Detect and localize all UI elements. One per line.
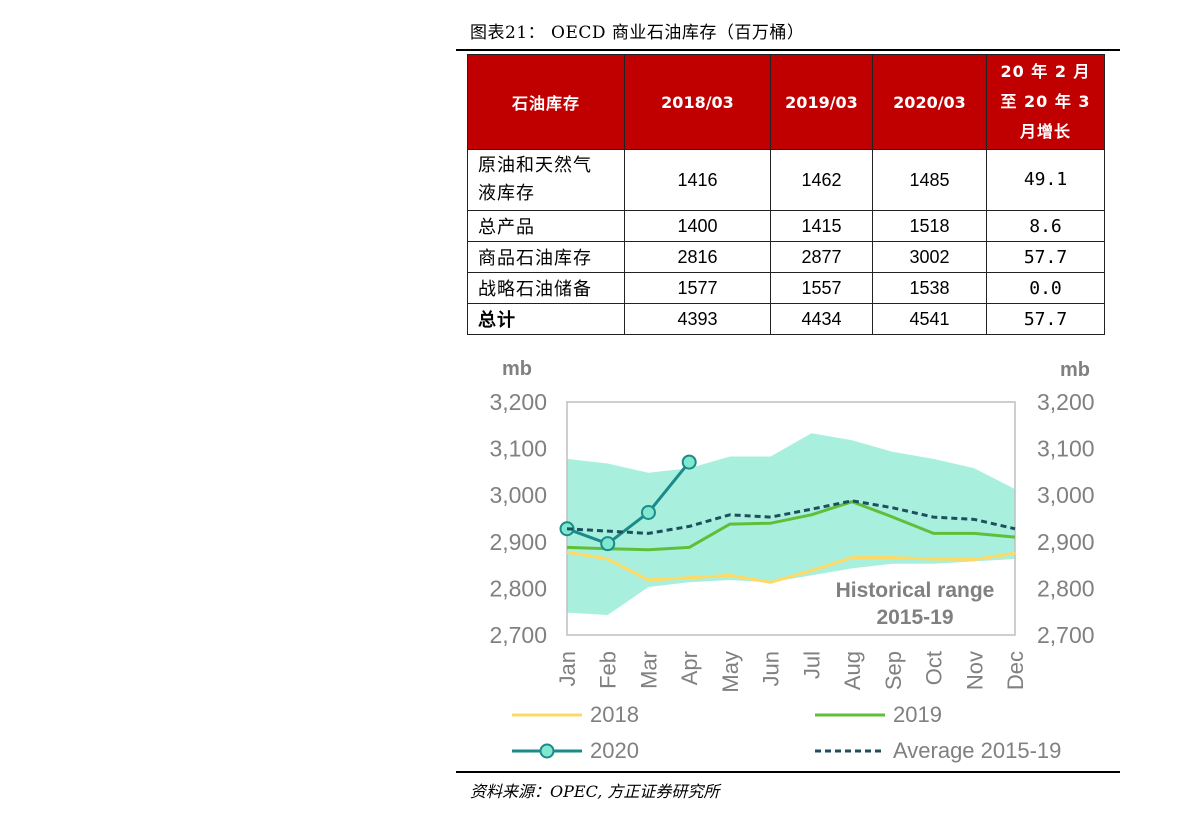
x-tick-label: Sep [881, 651, 906, 690]
figure-caption: 图表21： OECD 商业石油库存（百万桶） [470, 23, 805, 43]
cell-2020: 3002 [872, 241, 987, 273]
table-row: 商品石油库存 2816 2877 3002 57.7 [467, 241, 1105, 273]
cell-2018: 2816 [624, 241, 771, 273]
cell-2018: 1400 [624, 210, 771, 242]
y-tick-label-right: 3,200 [1037, 389, 1095, 415]
cell-2019: 1557 [770, 272, 873, 304]
y-tick-label-right: 2,700 [1037, 622, 1095, 648]
x-tick-label: Oct [922, 651, 947, 685]
cell-2018: 1416 [624, 149, 771, 211]
y-tick-label-left: 2,800 [489, 575, 547, 601]
cell-change: 57.7 [986, 303, 1105, 335]
x-tick-label: Aug [840, 651, 865, 690]
cell-change: 49.1 [986, 149, 1105, 211]
header-2018-03: 2018/03 [624, 54, 771, 150]
legend-marker-2020 [539, 743, 555, 759]
table-row: 总产品 1400 1415 1518 8.6 [467, 210, 1105, 242]
data-point-2020 [681, 454, 697, 470]
data-point-2020 [600, 536, 616, 552]
series-line-2020 [566, 461, 691, 546]
x-tick-label: Dec [1003, 651, 1028, 690]
series-line-2018 [566, 550, 1016, 584]
legend-label-2020: 2020 [590, 738, 639, 763]
x-tick-label: May [718, 651, 743, 693]
cell-2018: 4393 [624, 303, 771, 335]
legend-label-2018: 2018 [590, 702, 639, 727]
series-line-average-2015-19 [566, 499, 1016, 535]
x-tick-label: Apr [677, 651, 702, 685]
historical-range-label: 2015-19 [876, 606, 953, 629]
table-row-total: 总计 4393 4434 4541 57.7 [467, 303, 1105, 335]
y-tick-label-left: 2,900 [489, 529, 547, 555]
cell-2019: 1462 [770, 149, 873, 211]
x-tick-label: Jun [759, 651, 784, 686]
table-row: 战略石油储备 1577 1557 1538 0.0 [467, 272, 1105, 304]
historical-range-label: Historical range [836, 579, 995, 602]
table-header-row: 石油库存 2018/03 2019/03 2020/03 20 年 2 月 至 … [467, 54, 1105, 150]
header-change-line: 20 年 2 月 [1000, 62, 1091, 81]
inventory-table: 石油库存 2018/03 2019/03 2020/03 20 年 2 月 至 … [467, 54, 1105, 335]
header-change-line: 至 20 年 3 [1000, 92, 1091, 111]
cell-2019: 1415 [770, 210, 873, 242]
top-rule [456, 49, 1120, 51]
cell-2019: 2877 [770, 241, 873, 273]
row-label-line: 原油和天然气 [478, 155, 592, 176]
y-tick-label-right: 3,100 [1037, 436, 1095, 462]
x-tick-label: Feb [596, 651, 621, 689]
y-tick-label-right: 2,900 [1037, 529, 1095, 555]
cell-2019: 4434 [770, 303, 873, 335]
cell-change: 8.6 [986, 210, 1105, 242]
header-change: 20 年 2 月 至 20 年 3 月增长 [986, 54, 1105, 150]
y-tick-label-left: 2,700 [489, 622, 547, 648]
inventory-line-chart: 2,700 2,700 2,800 2,800 2,900 2,900 3,000 3,000… [489, 358, 1095, 763]
x-tick-label: Nov [962, 651, 987, 690]
bottom-rule [456, 771, 1120, 773]
cell-2018: 1577 [624, 272, 771, 304]
row-label-line: 液库存 [478, 183, 535, 204]
x-tick-label: Mar [636, 651, 661, 689]
series-line-2019 [566, 500, 1016, 552]
historical-range-band [567, 433, 1015, 615]
data-point-2020 [559, 521, 575, 537]
header-2020-03: 2020/03 [872, 54, 987, 150]
cell-2020: 4541 [872, 303, 987, 335]
y-tick-label-right: 2,800 [1037, 575, 1095, 601]
row-label: 战略石油储备 [467, 272, 625, 304]
plot-frame [566, 401, 1016, 636]
header-2019-03: 2019/03 [770, 54, 873, 150]
cell-2020: 1485 [872, 149, 987, 211]
row-label: 商品石油库存 [467, 241, 625, 273]
table-row: 原油和天然气 液库存 1416 1462 1485 49.1 [467, 149, 1105, 211]
legend-label-average-2015-19: Average 2015-19 [893, 738, 1061, 763]
y-tick-label-left: 3,000 [489, 482, 547, 508]
cell-change: 57.7 [986, 241, 1105, 273]
y-unit-label-right: mb [1060, 359, 1090, 381]
x-tick-label: Jul [799, 651, 824, 679]
cell-2020: 1518 [872, 210, 987, 242]
y-tick-label-left: 3,100 [489, 436, 547, 462]
y-tick-label-left: 3,200 [489, 389, 547, 415]
row-label: 原油和天然气 液库存 [467, 149, 625, 211]
y-unit-label-left: mb [502, 358, 532, 380]
legend-label-2019: 2019 [893, 702, 942, 727]
header-inventory: 石油库存 [467, 54, 625, 150]
row-label: 总计 [467, 303, 625, 335]
row-label: 总产品 [467, 210, 625, 242]
source-note: 资料来源：OPEC, 方正证券研究所 [470, 782, 720, 801]
cell-change: 0.0 [986, 272, 1105, 304]
y-tick-label-right: 3,000 [1037, 482, 1095, 508]
data-point-2020 [640, 504, 656, 520]
cell-2020: 1538 [872, 272, 987, 304]
header-change-line: 月增长 [1019, 122, 1071, 141]
x-tick-label: Jan [555, 651, 580, 686]
